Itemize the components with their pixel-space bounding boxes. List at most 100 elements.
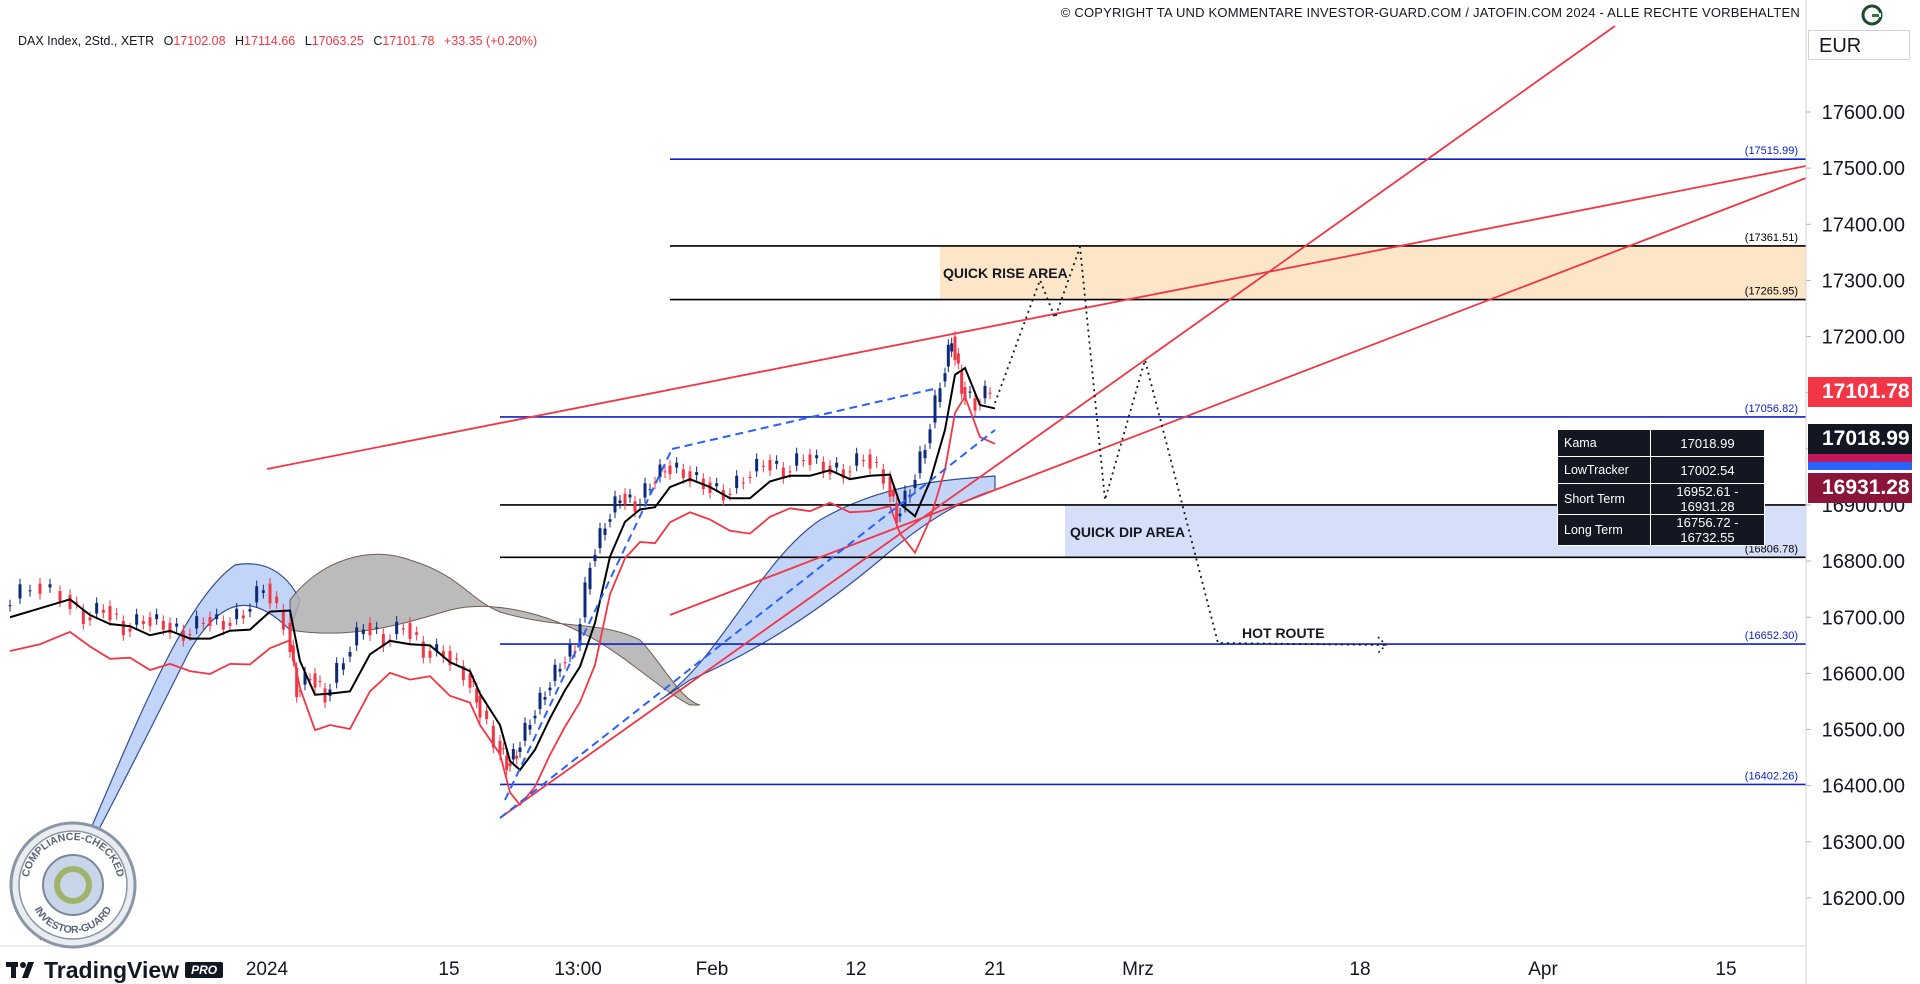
candle-body	[623, 493, 627, 505]
candle-body	[808, 454, 812, 465]
open-label: O	[163, 34, 174, 48]
change-value: +33.35 (+0.20%)	[443, 34, 538, 48]
price-tick-label: 16700.00	[1822, 607, 1905, 629]
channel-dash-line	[671, 387, 939, 450]
candle-body	[533, 715, 537, 719]
price-tick-label: 17600.00	[1822, 102, 1905, 124]
candle-body	[868, 454, 872, 469]
candle-body	[953, 336, 957, 361]
price-tick-label: 16800.00	[1822, 551, 1905, 573]
candle-body	[148, 617, 152, 626]
annotation-label: QUICK DIP AREA	[1070, 524, 1185, 540]
candle-body	[135, 614, 139, 625]
candle-body	[675, 462, 679, 468]
candle-body	[491, 725, 495, 748]
currency-selector[interactable]: EUR	[1808, 30, 1910, 60]
candle-body	[918, 451, 922, 474]
candle-body	[501, 748, 505, 750]
candle-body	[898, 513, 902, 517]
price-tick-label: 17300.00	[1822, 270, 1905, 292]
time-tick-label: 2024	[246, 959, 289, 980]
candle-body	[288, 622, 292, 653]
candle-body	[435, 644, 439, 651]
rise-dash-line	[504, 448, 673, 801]
kama-price-tag: 17018.99	[1808, 424, 1912, 454]
trendline-layer	[266, 25, 1807, 819]
candle-body	[498, 740, 502, 755]
level-label: (17515.99)	[1745, 145, 1798, 157]
time-tick-label: 13:00	[554, 959, 602, 980]
price-axis: 16200.00 16300.00 16400.00 16500.00 16600.00…	[1805, 0, 1905, 984]
low-label: L	[304, 34, 312, 48]
candle-body	[891, 490, 895, 497]
time-tick-label: 12	[845, 959, 866, 980]
candle-body	[973, 398, 977, 411]
tradingview-logo[interactable]: TradingView PRO	[6, 956, 224, 983]
level-layer: (17515.99) (17361.51) (17265.95) (17056.82)…	[500, 145, 1806, 786]
candle-body	[478, 695, 482, 718]
candle-body	[48, 584, 52, 588]
candle-body	[275, 596, 279, 604]
candle-body	[795, 453, 799, 466]
indicator-row: Kama 17018.99	[1557, 429, 1765, 457]
candle-body	[455, 658, 459, 660]
support-dash-overlay	[499, 429, 996, 819]
candle-body	[8, 605, 12, 607]
candle-body	[568, 644, 572, 657]
candle-body	[18, 584, 22, 599]
candle-body	[361, 629, 365, 635]
candle-body	[788, 471, 792, 473]
tradingview-icon	[6, 962, 34, 978]
candle-body	[943, 373, 947, 382]
candle-body	[355, 627, 359, 646]
annotation-label: QUICK RISE AREA	[943, 265, 1068, 281]
candle-body	[303, 672, 307, 685]
candle-body	[608, 519, 612, 522]
indicator-row: Long Term 16756.72 - 16732.55	[1557, 514, 1765, 546]
indicator-value: 16952.61 - 16931.28	[1650, 483, 1765, 515]
candle-body	[841, 469, 845, 479]
candle-body	[913, 479, 917, 489]
price-tick-label: 16300.00	[1822, 832, 1905, 854]
candle-body	[141, 621, 145, 624]
candle-body	[821, 461, 825, 473]
candle-body	[775, 460, 779, 464]
candle-body	[563, 662, 567, 664]
candle-body	[963, 387, 967, 400]
close-value: 17101.78	[382, 34, 435, 48]
candle-body	[781, 467, 785, 479]
candle-body	[75, 602, 79, 604]
candle-body	[115, 613, 119, 615]
indicator-value: 16756.72 - 16732.55	[1650, 514, 1765, 546]
candle-body	[395, 621, 399, 635]
hidden-tag-stack-blue	[1808, 462, 1912, 470]
candle-body	[933, 395, 937, 423]
candle-body	[668, 465, 672, 475]
candle-body	[815, 455, 819, 459]
candle-body	[728, 493, 732, 495]
pro-badge: PRO	[185, 962, 224, 978]
candle-body	[68, 594, 72, 610]
time-tick-label: 15	[438, 959, 459, 980]
candle-body	[208, 617, 212, 626]
candle-body	[511, 749, 515, 760]
price-tick-label: 16400.00	[1822, 776, 1905, 798]
candle-body	[375, 627, 379, 629]
candle-body	[983, 385, 987, 399]
candle-body	[281, 609, 285, 630]
tradingview-wordmark: TradingView	[44, 956, 180, 983]
candle-body	[228, 622, 232, 626]
candle-body	[175, 623, 179, 627]
high-label: H	[235, 34, 245, 48]
indicator-table: Kama 17018.99 LowTracker 17002.54 Short Te…	[1557, 429, 1765, 546]
candle-body	[468, 673, 472, 688]
time-tick-label: Mrz	[1122, 959, 1154, 980]
candle-body	[341, 663, 345, 670]
candle-body	[835, 462, 839, 468]
candle-body	[88, 617, 92, 621]
candle-body	[748, 476, 752, 479]
price-tick-label: 16600.00	[1822, 663, 1905, 685]
candle-body	[881, 469, 885, 484]
scenario-path	[994, 246, 1386, 646]
candle-body	[295, 667, 299, 697]
